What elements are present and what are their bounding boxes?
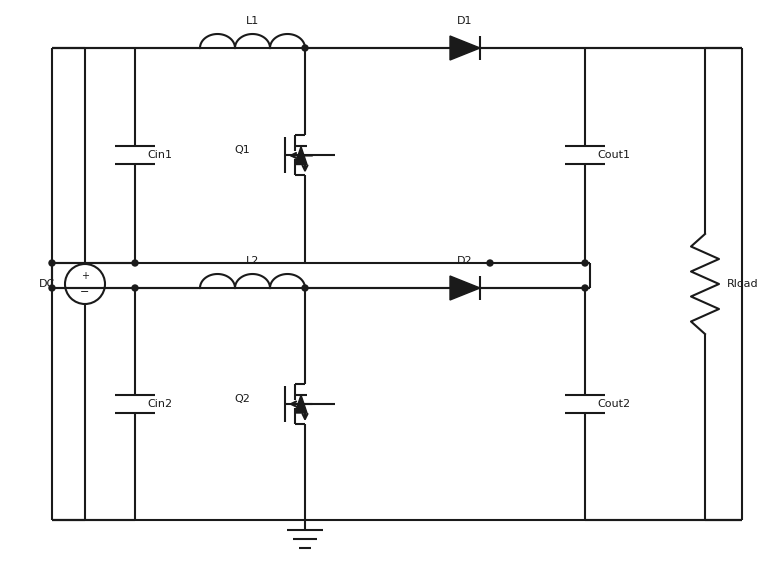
Circle shape	[302, 285, 308, 291]
Polygon shape	[450, 276, 480, 300]
Text: L2: L2	[245, 256, 259, 266]
Text: Cout1: Cout1	[597, 151, 630, 161]
Circle shape	[132, 285, 138, 291]
Text: Rload: Rload	[727, 279, 759, 289]
Circle shape	[487, 260, 493, 266]
Text: Cout2: Cout2	[597, 399, 630, 409]
Polygon shape	[295, 147, 307, 165]
Text: L1: L1	[246, 16, 259, 26]
Circle shape	[49, 260, 55, 266]
Circle shape	[132, 260, 138, 266]
Circle shape	[582, 285, 588, 291]
Circle shape	[582, 260, 588, 266]
Text: +: +	[81, 271, 89, 281]
Text: Q2: Q2	[234, 394, 250, 404]
Polygon shape	[450, 36, 480, 60]
Text: −: −	[81, 287, 90, 297]
Circle shape	[49, 285, 55, 291]
Text: Cin2: Cin2	[147, 399, 172, 409]
Text: Cin1: Cin1	[147, 151, 172, 161]
Text: D1: D1	[457, 16, 472, 26]
Circle shape	[302, 45, 308, 51]
Text: DC: DC	[39, 279, 55, 289]
Text: D2: D2	[457, 256, 472, 266]
Text: Q1: Q1	[234, 145, 250, 156]
Polygon shape	[295, 395, 307, 413]
